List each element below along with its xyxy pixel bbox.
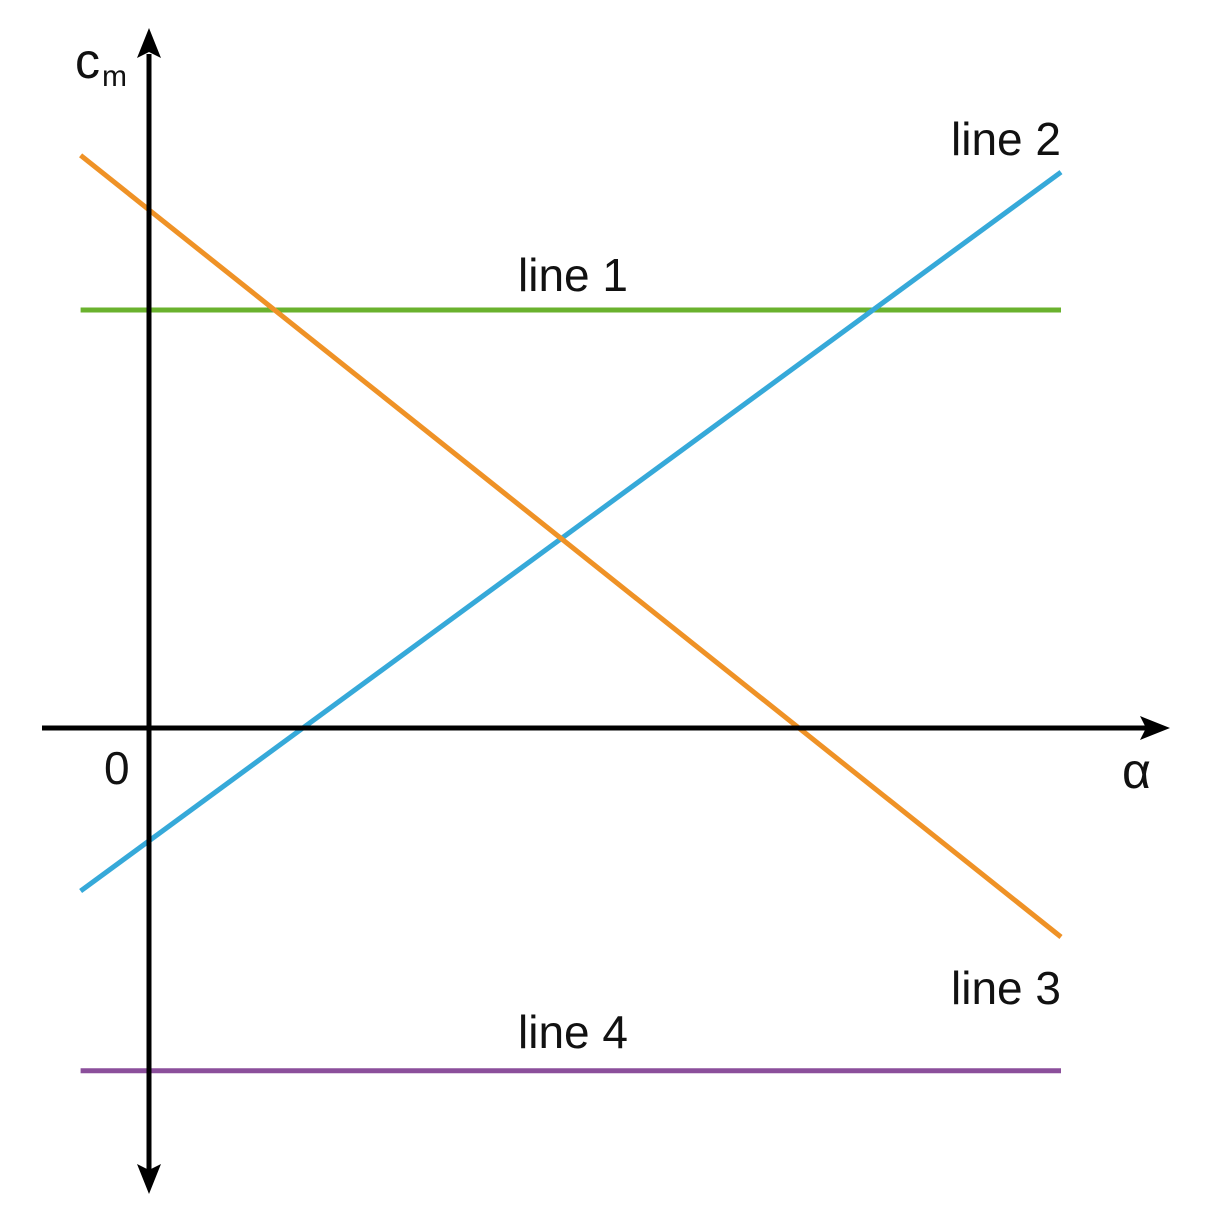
series-label-line-3: line 3: [951, 962, 1061, 1014]
series-line-3: [79, 153, 1063, 939]
series-line-2: [79, 170, 1063, 894]
series-label-line-1: line 1: [518, 249, 628, 301]
y-axis-label-main: c: [75, 33, 100, 89]
x-axis-label: α: [1122, 743, 1151, 799]
plot-lines: [79, 153, 1063, 1074]
origin-label: 0: [104, 742, 130, 794]
x-axis-arrow: [1140, 716, 1170, 740]
series-label-line-4: line 4: [518, 1006, 628, 1058]
y-axis-label-sub: m: [102, 60, 127, 93]
y-axis-label: cm: [75, 33, 127, 93]
series-label-line-2: line 2: [951, 113, 1061, 165]
y-axis-arrow-up: [137, 28, 161, 58]
series-labels: line 1 line 2 line 3 line 4: [518, 113, 1061, 1058]
axes: cm α 0: [42, 28, 1170, 1194]
y-axis-arrow-down: [137, 1164, 161, 1194]
